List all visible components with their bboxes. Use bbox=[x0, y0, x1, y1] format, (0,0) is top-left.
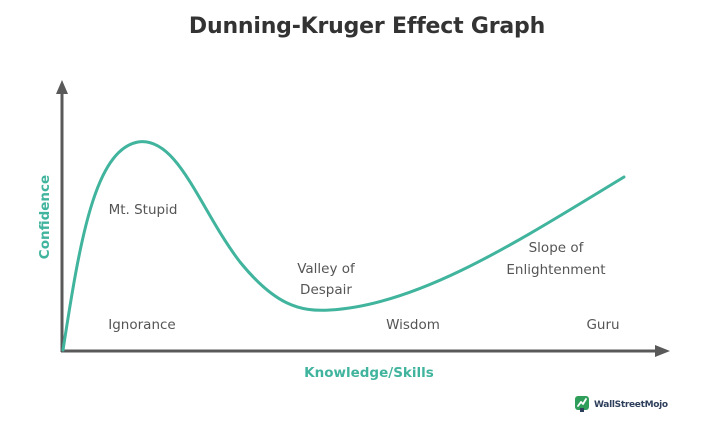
logo-text: WallStreetMojo bbox=[594, 400, 668, 410]
confidence-curve bbox=[61, 140, 626, 352]
stage-wisdom-label: Wisdom bbox=[386, 317, 440, 333]
valley-label-line2: Despair bbox=[300, 282, 352, 298]
axes bbox=[56, 80, 670, 357]
y-axis-label: Confidence bbox=[37, 175, 53, 259]
wallstreetmojo-logo-icon bbox=[573, 394, 591, 417]
peak-label: Mt. Stupid bbox=[109, 202, 178, 218]
stage-guru-label: Guru bbox=[586, 317, 619, 333]
y-axis-arrowhead bbox=[56, 80, 68, 94]
stage-ignorance-label: Ignorance bbox=[108, 317, 175, 333]
x-axis-arrowhead bbox=[655, 345, 670, 357]
x-axis-label: Knowledge/Skills bbox=[304, 365, 434, 381]
wallstreetmojo-logo: WallStreetMojo bbox=[573, 394, 668, 417]
valley-label-line1: Valley of bbox=[297, 261, 356, 277]
page-title: Dunning-Kruger Effect Graph bbox=[188, 14, 546, 39]
slope-label-line2: Enlightenment bbox=[506, 262, 605, 278]
slope-label-line1: Slope of bbox=[529, 240, 585, 256]
